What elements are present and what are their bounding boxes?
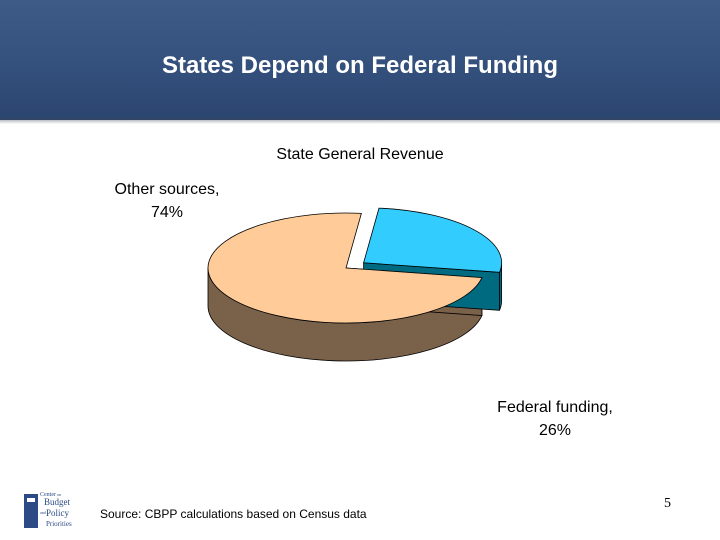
- page-number: 5: [664, 496, 671, 511]
- logo-on: on: [57, 492, 61, 497]
- federal-funding-slice: [363, 207, 502, 273]
- federal-funding-name: Federal funding,: [497, 399, 613, 416]
- logo-priorities: Priorities: [46, 520, 72, 528]
- cbpp-logo: Center on Budget and Policy Priorities: [24, 492, 72, 528]
- other-sources-label: Other sources, 74%: [92, 178, 242, 224]
- federal-funding-label: Federal funding, 26%: [470, 396, 640, 442]
- title-banner: [0, 0, 720, 120]
- other-sources-percent: 74%: [150, 204, 184, 221]
- other-sources-slice: [207, 212, 483, 324]
- logo-and: and: [40, 510, 46, 515]
- logo-policy: Policy: [46, 508, 70, 518]
- slide-title: States Depend on Federal Funding: [161, 52, 559, 79]
- federal-funding-percent: 26%: [538, 422, 572, 439]
- pie-chart: [207, 207, 503, 362]
- logo-mark-stripe: [27, 498, 35, 502]
- logo-budget: Budget: [44, 497, 70, 507]
- title-banner-shadow: [0, 118, 720, 124]
- logo-mark: [24, 494, 38, 528]
- logo-center: Center: [40, 492, 56, 498]
- source-note: Source: CBPP calculations based on Censu…: [100, 507, 367, 521]
- other-sources-name: Other sources,: [114, 181, 220, 198]
- chart-title: State General Revenue: [276, 146, 444, 163]
